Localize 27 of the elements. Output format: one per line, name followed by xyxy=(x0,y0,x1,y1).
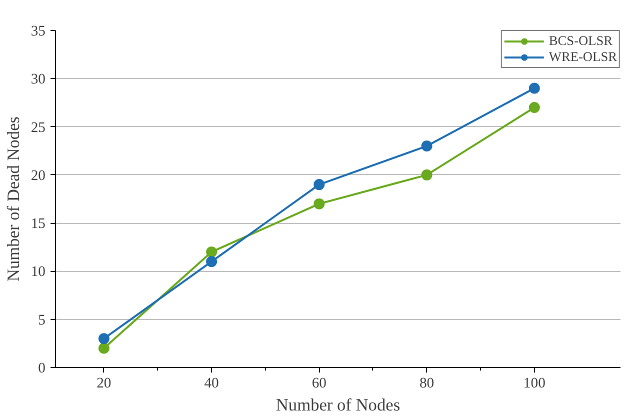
y-tick-label: 10 xyxy=(30,264,46,280)
y-tick-label: 30 xyxy=(30,72,46,88)
y-tick-label: 15 xyxy=(30,216,46,232)
point xyxy=(528,82,540,94)
y-tick-label: 25 xyxy=(30,120,46,136)
x-tick-label: 40 xyxy=(204,376,219,392)
point xyxy=(206,256,218,268)
y-tick-label: 20 xyxy=(30,168,46,184)
point xyxy=(98,333,110,344)
y-tick-label: 35 xyxy=(30,24,46,40)
point xyxy=(314,179,325,190)
point xyxy=(421,140,432,152)
y-tick-label: 0 xyxy=(38,360,46,376)
x-tick-label: 20 xyxy=(96,376,112,392)
point xyxy=(421,169,432,180)
x-tick-label: 80 xyxy=(419,376,434,392)
point xyxy=(314,198,325,210)
x-tick-label: 60 xyxy=(312,376,326,392)
x-tick-label: 100 xyxy=(523,376,546,392)
point xyxy=(206,246,218,258)
point xyxy=(528,102,540,114)
y-tick-label: 5 xyxy=(38,312,46,328)
point xyxy=(98,342,110,354)
x-axis-title: Number of Nodes xyxy=(276,396,400,414)
legend-label: BCS-OLSR xyxy=(548,33,613,49)
legend-label: WRE-OLSR xyxy=(548,49,617,65)
y-axis-title: Number of Dead Nodes xyxy=(4,116,23,282)
